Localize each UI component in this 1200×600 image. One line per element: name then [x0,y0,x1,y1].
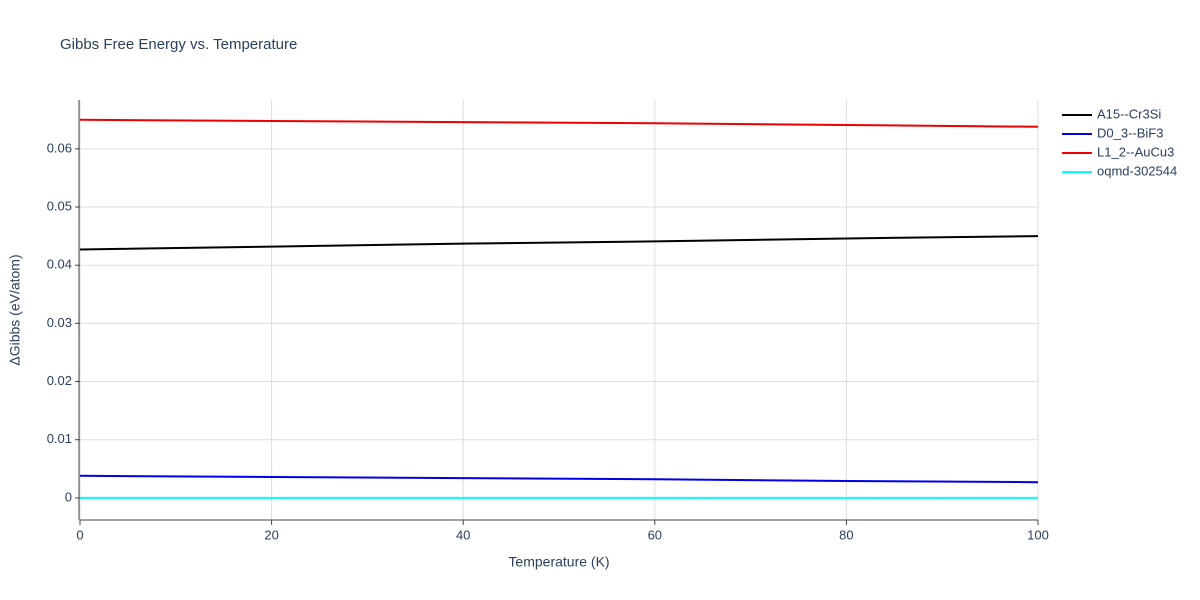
y-tick-label: 0.05 [47,198,72,213]
y-axis-label: ΔGibbs (eV/atom) [7,254,23,365]
y-tick-label: 0.02 [47,373,72,388]
x-tick-label: 40 [456,527,470,542]
y-tick-label: 0 [65,489,72,504]
x-tick-label: 80 [839,527,853,542]
data-line [79,118,1039,128]
y-tick-label: 0.06 [47,140,72,155]
legend-label: L1_2--AuCu3 [1097,144,1174,159]
x-tick-label: 0 [76,527,83,542]
legend-label: A15--Cr3Si [1097,106,1161,121]
data-line [79,235,1039,251]
y-tick-label: 0.03 [47,315,72,330]
legend-label: D0_3--BiF3 [1097,125,1163,140]
x-tick-label: 100 [1027,527,1049,542]
x-tick-label: 60 [648,527,662,542]
y-tick-label: 0.04 [47,257,72,272]
y-tick-label: 0.01 [47,431,72,446]
x-tick-label: 20 [264,527,278,542]
chart-title: Gibbs Free Energy vs. Temperature [60,36,297,53]
legend-label: oqmd-302544 [1097,163,1177,178]
data-line [79,474,1039,484]
x-axis-label: Temperature (K) [508,554,609,570]
